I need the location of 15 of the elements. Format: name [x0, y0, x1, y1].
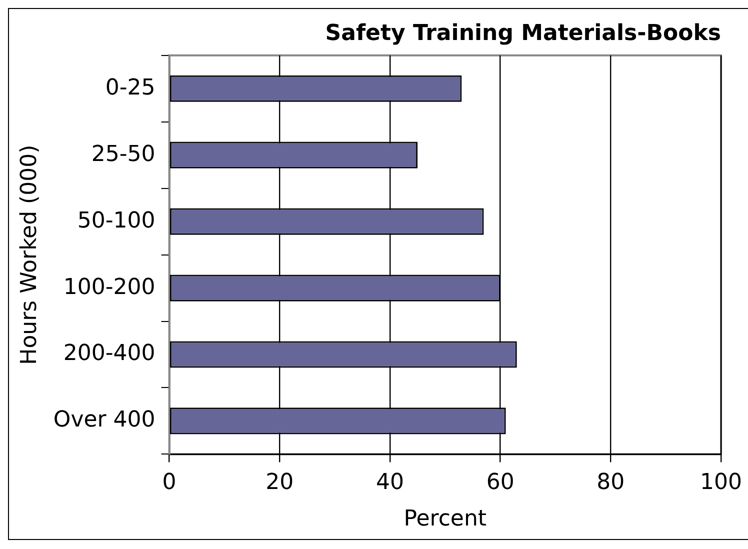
- x-tick-label: 0: [162, 470, 176, 496]
- x-axis-title: Percent: [404, 506, 487, 532]
- y-tick-label: 50-100: [77, 208, 156, 234]
- y-tick-label: 100-200: [63, 274, 156, 300]
- x-tick-label: 60: [486, 470, 514, 496]
- y-tick-label: 200-400: [63, 341, 156, 366]
- x-tick-label: 80: [596, 470, 625, 496]
- y-axis-title: Hours Worked (000): [16, 144, 42, 365]
- x-tick-label: 20: [266, 470, 294, 496]
- chart-title: Safety Training Materials-Books: [325, 20, 721, 46]
- x-tick-label: 100: [700, 470, 742, 496]
- y-tick-label: 25-50: [91, 142, 156, 167]
- y-tick-label: Over 400: [53, 408, 156, 433]
- x-tick-label: 40: [376, 470, 404, 496]
- y-tick-label: 0-25: [105, 75, 156, 100]
